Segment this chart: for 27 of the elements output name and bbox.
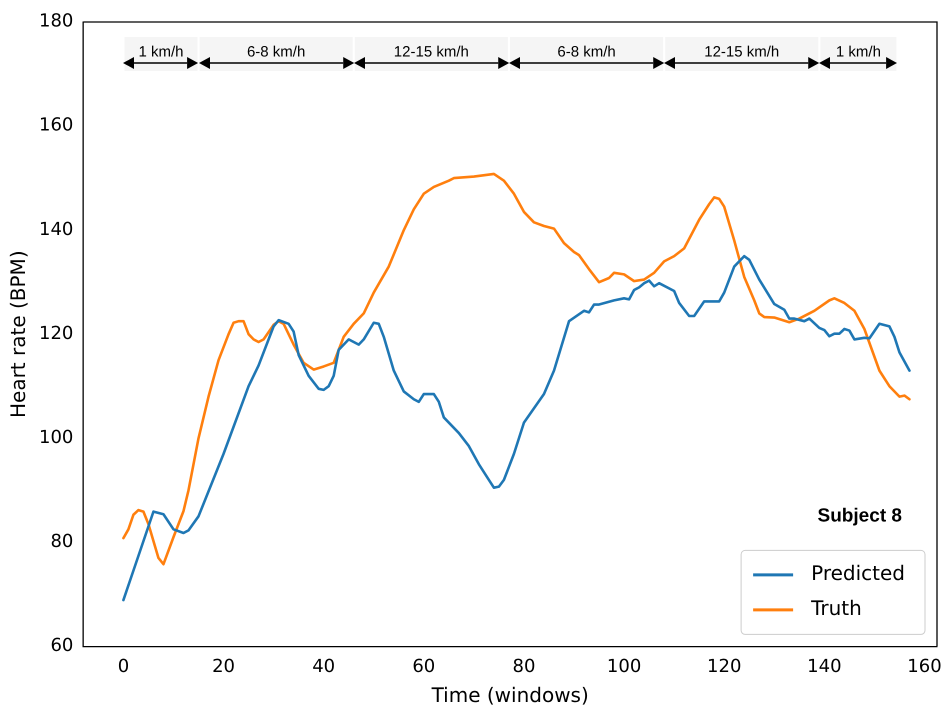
x-tick-label: 160 — [907, 656, 942, 677]
x-tick-label: 100 — [606, 656, 642, 677]
x-tick-label: 80 — [512, 656, 536, 677]
y-tick-label: 160 — [38, 114, 74, 136]
x-axis-title: Time (windows) — [430, 683, 589, 708]
y-tick-label: 80 — [50, 531, 74, 552]
band-label: 12-15 km/h — [394, 44, 469, 61]
x-tick-label: 140 — [807, 656, 842, 677]
band-label: 6-8 km/h — [246, 44, 306, 61]
x-tick-label: 120 — [707, 656, 742, 677]
y-tick-label: 100 — [38, 426, 74, 448]
annotation: Subject 8 — [818, 505, 902, 526]
y-tick-label: 180 — [38, 10, 74, 32]
band-label: 1 km/h — [138, 44, 184, 61]
x-tick-label: 0 — [118, 656, 130, 677]
y-axis-title: Heart rate (BPM) — [6, 250, 30, 418]
legend-label: Predicted — [811, 561, 906, 586]
y-tick-label: 120 — [38, 322, 74, 344]
band-label: 1 km/h — [836, 44, 881, 61]
y-tick-label: 140 — [38, 218, 74, 240]
x-tick-label: 20 — [212, 656, 235, 677]
band-label: 12-15 km/h — [704, 44, 780, 61]
y-tick-label: 60 — [50, 635, 74, 656]
band-label: 6-8 km/h — [557, 44, 616, 61]
x-tick-label: 40 — [312, 656, 336, 677]
x-tick-label: 60 — [412, 656, 436, 677]
legend-label: Truth — [810, 596, 862, 620]
